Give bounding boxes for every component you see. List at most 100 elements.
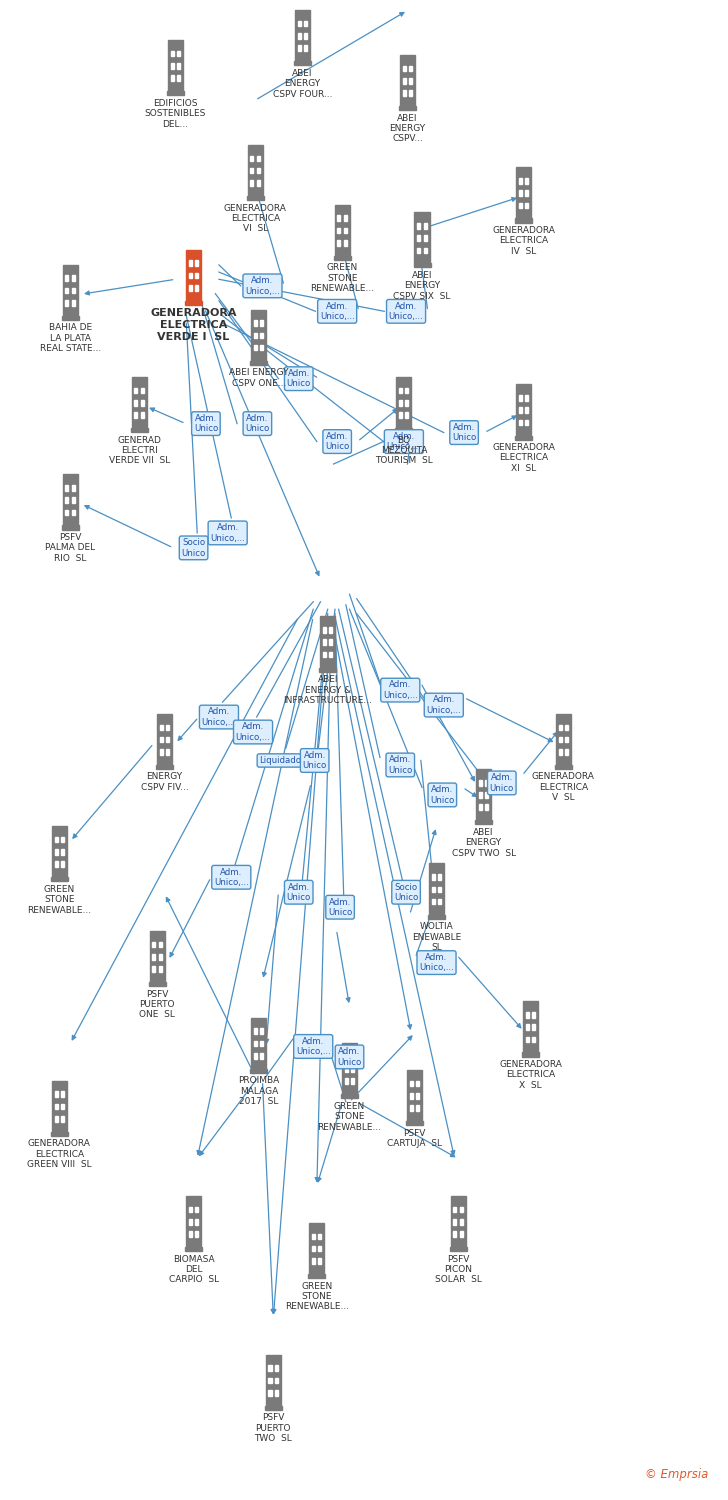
Bar <box>342 1042 357 1095</box>
Bar <box>170 51 173 57</box>
Bar <box>414 211 430 264</box>
Text: Adm.
Unico,...: Adm. Unico,... <box>210 524 245 543</box>
Bar <box>410 1094 413 1100</box>
Bar <box>304 21 307 27</box>
Bar <box>558 736 561 742</box>
Bar <box>269 1377 272 1383</box>
Bar <box>269 1365 272 1371</box>
Bar <box>565 748 568 754</box>
Text: Adm.
Unico,...: Adm. Unico,... <box>427 696 461 715</box>
Bar <box>55 1116 58 1122</box>
Text: GREEN
STONE
RENEWABLE...: GREEN STONE RENEWABLE... <box>285 1281 349 1311</box>
Bar <box>66 484 68 490</box>
Bar <box>518 202 522 208</box>
Bar <box>485 792 488 798</box>
Bar <box>476 770 491 820</box>
Bar <box>432 874 435 880</box>
Bar <box>337 216 341 220</box>
Bar <box>556 714 571 765</box>
Bar <box>254 345 257 351</box>
Bar <box>159 736 163 742</box>
Bar <box>432 886 435 892</box>
Bar <box>275 1377 278 1383</box>
Text: ABEI
ENERGY
CSPV...: ABEI ENERGY CSPV... <box>389 114 426 144</box>
Text: PSFV
PICON
SOLAR  SL: PSFV PICON SOLAR SL <box>435 1254 482 1284</box>
Bar <box>254 1029 257 1033</box>
Text: Adm.
Unico,...: Adm. Unico,... <box>296 1036 331 1056</box>
Bar <box>406 1122 423 1125</box>
Bar <box>159 954 162 960</box>
Bar <box>61 837 64 843</box>
Bar <box>257 180 260 186</box>
Bar <box>61 1092 64 1096</box>
Bar <box>344 1078 348 1084</box>
Text: Adm.
Unico: Adm. Unico <box>452 423 476 442</box>
Bar <box>55 1092 58 1096</box>
Bar <box>156 765 173 770</box>
Text: GENERADORA
ELECTRICA
VERDE I  SL: GENERADORA ELECTRICA VERDE I SL <box>150 309 237 342</box>
Bar <box>189 285 191 291</box>
Bar <box>525 178 528 183</box>
Text: Adm.
Unico,...: Adm. Unico,... <box>236 723 270 741</box>
Bar <box>55 1104 58 1110</box>
Bar <box>555 765 572 770</box>
Text: Adm.
Unico,...: Adm. Unico,... <box>383 681 418 700</box>
Bar <box>409 90 412 96</box>
Bar <box>294 62 311 66</box>
Bar <box>525 190 528 196</box>
Bar <box>323 652 326 657</box>
Bar <box>395 427 412 432</box>
Bar <box>523 1000 539 1053</box>
Text: Adm.
Unico: Adm. Unico <box>303 752 327 770</box>
Bar <box>515 219 532 222</box>
Text: Socio
Unico: Socio Unico <box>394 882 418 902</box>
Bar <box>261 321 264 326</box>
Bar <box>132 376 147 427</box>
Bar <box>152 966 156 972</box>
Bar <box>410 1106 413 1112</box>
Bar <box>416 1094 419 1100</box>
Bar <box>135 413 138 419</box>
Bar <box>55 837 58 843</box>
Bar <box>450 1246 467 1251</box>
Bar <box>337 228 341 234</box>
Bar <box>312 1246 315 1251</box>
Bar <box>333 256 351 259</box>
Text: PSFV
PALMA DEL
RIO  SL: PSFV PALMA DEL RIO SL <box>45 532 95 562</box>
Text: GREEN
STONE
RENEWABLE...: GREEN STONE RENEWABLE... <box>317 1102 381 1131</box>
Text: Adm.
Unico,...: Adm. Unico,... <box>419 952 454 972</box>
Bar <box>526 1036 529 1042</box>
Text: Adm.
Unico: Adm. Unico <box>337 1047 362 1066</box>
Bar <box>72 276 75 280</box>
Bar <box>518 408 522 413</box>
Bar <box>403 90 405 96</box>
Bar <box>61 849 64 855</box>
Bar <box>186 249 201 302</box>
Bar <box>337 240 341 246</box>
Bar <box>341 1095 358 1098</box>
Bar <box>405 413 408 419</box>
Bar <box>51 1132 68 1136</box>
Bar <box>424 248 427 254</box>
Bar <box>526 1024 529 1030</box>
Bar <box>61 861 64 867</box>
Bar <box>62 525 79 530</box>
Bar <box>63 474 78 525</box>
Bar <box>320 616 336 668</box>
Bar <box>323 627 326 633</box>
Bar <box>177 63 180 69</box>
Bar <box>424 236 427 242</box>
Text: Socio
Unico: Socio Unico <box>181 538 206 558</box>
Bar <box>532 1024 535 1030</box>
Text: PROIMBA
MALAGA
2017  SL: PROIMBA MALAGA 2017 SL <box>238 1077 280 1106</box>
Text: GENERADORA
ELECTRICA
V  SL: GENERADORA ELECTRICA V SL <box>532 772 595 802</box>
Bar <box>515 435 532 439</box>
Bar <box>55 861 58 867</box>
Bar <box>251 309 266 360</box>
Bar <box>409 66 412 72</box>
Bar <box>167 92 184 96</box>
Bar <box>257 168 260 174</box>
Text: Liquidador: Liquidador <box>259 756 305 765</box>
Bar <box>522 1053 539 1056</box>
Text: ABEI
ENERGY
CSPV TWO  SL: ABEI ENERGY CSPV TWO SL <box>451 828 515 858</box>
